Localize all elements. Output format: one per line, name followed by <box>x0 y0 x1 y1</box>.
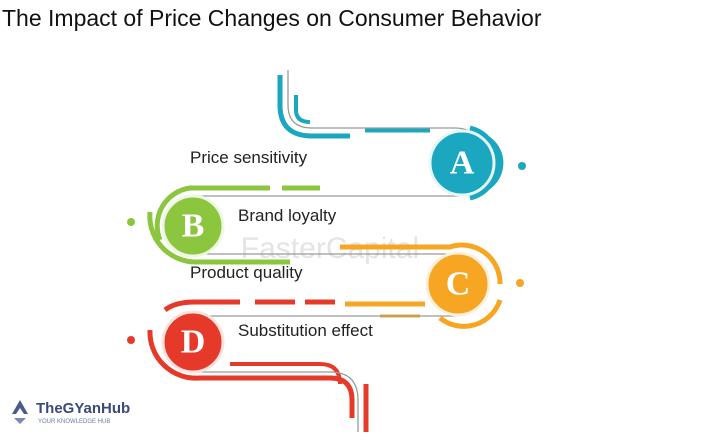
teal-track <box>277 75 504 201</box>
logo: TheGYanHub YOUR KNOWLEDGE HUB <box>12 400 130 425</box>
title: The Impact of Price Changes on Consumer … <box>2 5 542 31</box>
step-label: Brand loyalty <box>238 206 337 225</box>
step-circle <box>161 194 225 258</box>
step-letter: D <box>181 324 206 361</box>
step-letter: A <box>450 145 475 182</box>
logo-icon <box>12 400 28 414</box>
logo-icon <box>14 418 26 424</box>
dot <box>516 279 524 287</box>
step-letter: B <box>182 208 205 245</box>
step-letter: C <box>446 266 471 303</box>
step-label: Substitution effect <box>238 321 373 340</box>
dot <box>518 162 526 170</box>
dot <box>127 336 135 344</box>
step-circle <box>425 251 491 317</box>
step-circle <box>428 129 496 197</box>
logo-tagline: YOUR KNOWLEDGE HUB <box>38 419 110 425</box>
step-label: Price sensitivity <box>190 148 308 167</box>
step-circle <box>161 310 225 374</box>
orange-track <box>340 242 503 329</box>
dot <box>127 218 135 226</box>
step-label: Product quality <box>190 263 303 282</box>
red-track <box>147 299 369 432</box>
logo-name: TheGYanHub <box>36 400 130 417</box>
